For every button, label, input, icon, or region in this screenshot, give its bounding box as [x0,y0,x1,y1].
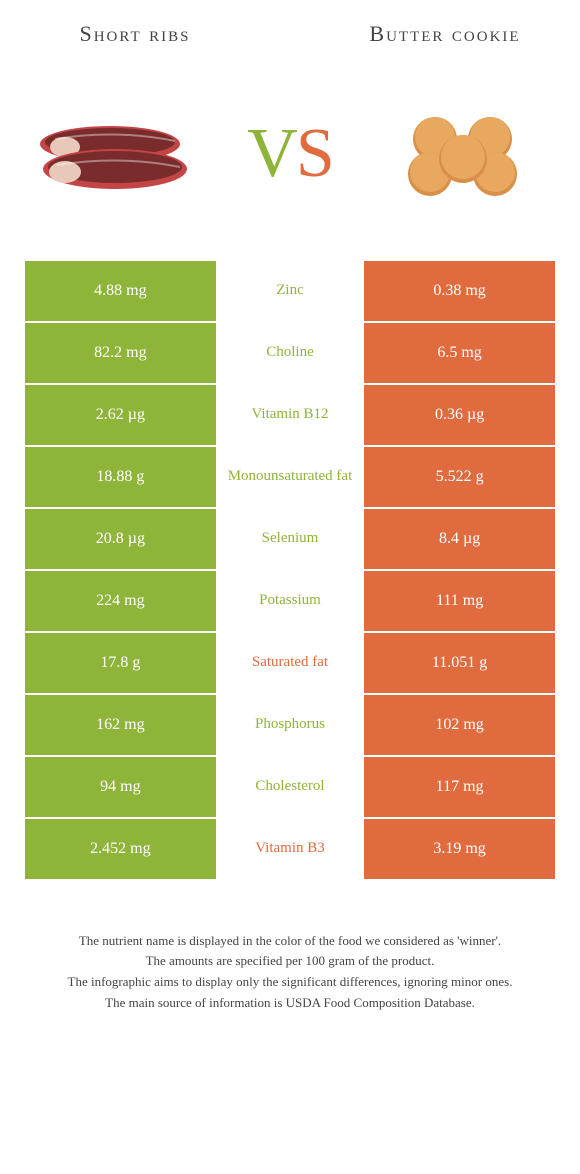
left-value: 18.88 g [25,447,216,507]
left-value: 94 mg [25,757,216,817]
left-value: 224 mg [25,571,216,631]
table-row: 224 mgPotassium111 mg [25,571,555,631]
left-value: 20.8 µg [25,509,216,569]
table-row: 82.2 mgCholine6.5 mg [25,323,555,383]
nutrient-name: Potassium [216,571,364,631]
table-row: 20.8 µgSelenium8.4 µg [25,509,555,569]
right-food-title: Butter cookie [345,20,545,49]
nutrient-name: Choline [216,323,364,383]
table-row: 2.452 mgVitamin B33.19 mg [25,819,555,879]
right-value: 117 mg [364,757,555,817]
left-value: 2.62 µg [25,385,216,445]
left-value: 82.2 mg [25,323,216,383]
footer-line-2: The amounts are specified per 100 gram o… [35,951,545,972]
right-value: 11.051 g [364,633,555,693]
vs-label: VS [247,114,333,194]
table-row: 162 mgPhosphorus102 mg [25,695,555,755]
right-value: 5.522 g [364,447,555,507]
nutrient-name: Cholesterol [216,757,364,817]
table-row: 2.62 µgVitamin B120.36 µg [25,385,555,445]
right-value: 102 mg [364,695,555,755]
right-value: 0.36 µg [364,385,555,445]
short-ribs-image [30,89,200,219]
butter-cookie-image [380,89,550,219]
left-value: 162 mg [25,695,216,755]
nutrient-name: Selenium [216,509,364,569]
nutrient-name: Vitamin B12 [216,385,364,445]
table-row: 18.88 gMonounsaturated fat5.522 g [25,447,555,507]
footer-notes: The nutrient name is displayed in the co… [25,931,555,1014]
left-value: 2.452 mg [25,819,216,879]
vs-v-letter: V [247,115,296,192]
comparison-table: 4.88 mgZinc0.38 mg82.2 mgCholine6.5 mg2.… [25,259,555,881]
table-row: 17.8 gSaturated fat11.051 g [25,633,555,693]
left-value: 17.8 g [25,633,216,693]
footer-line-1: The nutrient name is displayed in the co… [35,931,545,952]
right-value: 0.38 mg [364,261,555,321]
table-row: 94 mgCholesterol117 mg [25,757,555,817]
footer-line-4: The main source of information is USDA F… [35,993,545,1014]
nutrient-name: Vitamin B3 [216,819,364,879]
header-row: Short ribs Butter cookie [25,20,555,49]
nutrient-name: Monounsaturated fat [216,447,364,507]
right-value: 111 mg [364,571,555,631]
right-value: 8.4 µg [364,509,555,569]
right-value: 3.19 mg [364,819,555,879]
images-row: VS [25,89,555,219]
footer-line-3: The infographic aims to display only the… [35,972,545,993]
nutrient-name: Saturated fat [216,633,364,693]
right-value: 6.5 mg [364,323,555,383]
vs-s-letter: S [296,115,333,192]
nutrient-name: Phosphorus [216,695,364,755]
left-food-title: Short ribs [35,20,235,49]
table-row: 4.88 mgZinc0.38 mg [25,261,555,321]
left-value: 4.88 mg [25,261,216,321]
nutrient-name: Zinc [216,261,364,321]
